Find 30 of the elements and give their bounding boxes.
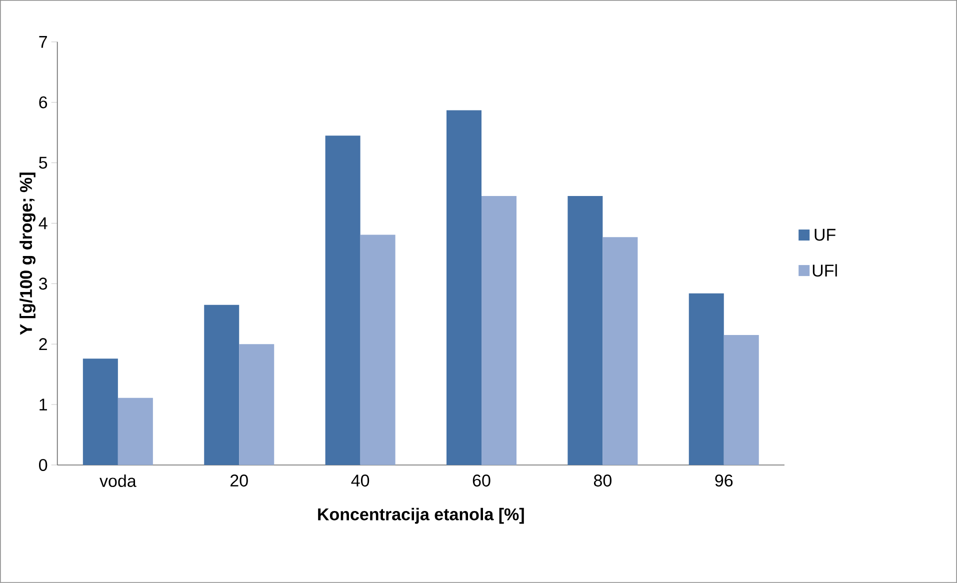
y-tick-label: 7 [39, 36, 47, 48]
y-tick-label: 5 [39, 156, 48, 169]
x-tick-label: voda [100, 474, 136, 488]
y-tick-label: 2 [39, 338, 47, 350]
y-tick-label: 4 [38, 217, 48, 230]
bar [568, 196, 603, 466]
y-tick-label: 1 [40, 398, 47, 410]
bar [724, 335, 759, 466]
bar [688, 293, 724, 466]
y-tick-label: 0 [39, 459, 48, 472]
y-tick-label: 6 [39, 96, 48, 108]
legend-label: UF [814, 228, 836, 241]
y-tick-label: 3 [38, 278, 48, 290]
x-tick-label: 60 [472, 474, 490, 487]
bar [204, 304, 240, 466]
bar [482, 196, 517, 466]
bar [325, 136, 360, 466]
bar [82, 358, 118, 466]
bar [360, 234, 396, 466]
x-tick-label: 20 [230, 474, 248, 487]
bar [602, 237, 638, 466]
bar [118, 398, 153, 466]
legend-label: UFl [812, 264, 837, 277]
x-tick-label: 96 [715, 474, 733, 487]
x-axis-title: Koncentracija etanola [%] [318, 508, 524, 524]
y-axis-title: Y [g/100 g droge; %] [20, 172, 36, 335]
x-tick-label: 80 [594, 474, 612, 487]
bar [446, 110, 482, 466]
bar [239, 344, 274, 466]
x-tick-label: 40 [351, 474, 370, 487]
